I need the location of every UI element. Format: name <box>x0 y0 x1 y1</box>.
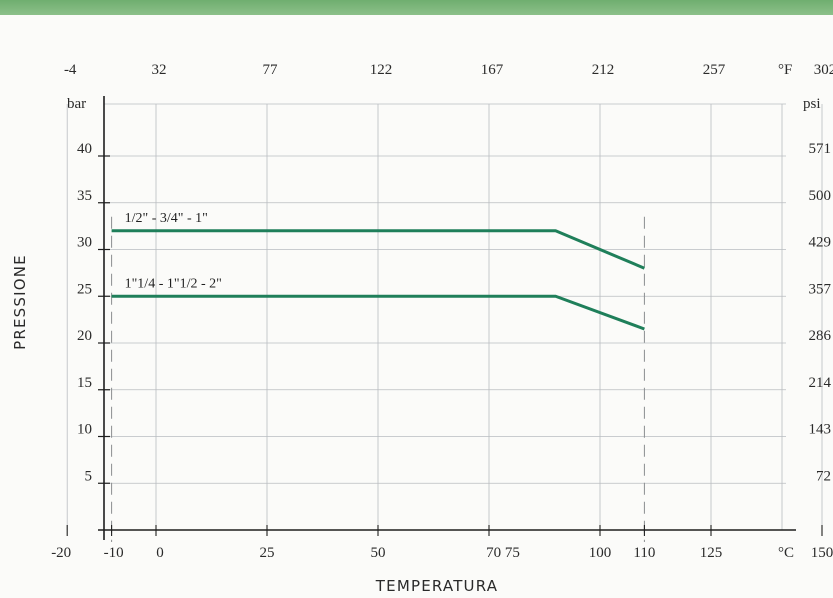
x-tick-label: 0 <box>156 545 164 561</box>
y-tick-label: 5 <box>85 468 93 484</box>
y-tick-label: 15 <box>77 375 92 391</box>
y-right-tick-label: 286 <box>809 328 832 344</box>
x-tick-label: -10 <box>104 545 124 561</box>
series-line <box>111 294 645 331</box>
x-top-tick-label: 122 <box>370 62 393 78</box>
grid <box>66 103 823 530</box>
y-axis-title: PRESSIONE <box>11 254 29 350</box>
limit-lines <box>111 216 645 542</box>
x-tick-label: 50 <box>371 545 386 561</box>
y-right-tick-label: 429 <box>809 235 832 251</box>
x-top-tick-label: -4 <box>64 62 77 78</box>
series-layer <box>111 229 645 331</box>
x-tick-label: 125 <box>700 545 723 561</box>
x-top-unit: °F <box>778 62 792 78</box>
top-band <box>0 0 833 15</box>
x-top-tick-label: 32 <box>152 62 167 78</box>
y-right-tick-label: 571 <box>809 141 832 157</box>
axes <box>66 96 823 540</box>
x-axis-title: TEMPERATURA <box>375 577 498 595</box>
y-tick-label: 10 <box>77 422 92 438</box>
y-unit-right: psi <box>803 96 821 112</box>
x-tick-label: 100 <box>589 545 612 561</box>
text-layer: bar psi °F °C TEMPERATURA PRESSIONE 5 10 1… <box>11 62 833 595</box>
x-tick-label: 110 <box>633 545 655 561</box>
x-tick-label: 150 <box>811 545 833 561</box>
series-label: 1/2" - 3/4" - 1" <box>125 211 208 226</box>
x-unit: °C <box>778 545 794 561</box>
y-right-tick-label: 357 <box>809 281 832 297</box>
y-tick-label: 30 <box>77 235 92 251</box>
y-right-tick-label: 214 <box>809 375 832 391</box>
x-tick-label: -20 <box>51 545 71 561</box>
x-top-tick-label: 302 <box>814 62 833 78</box>
x-tick-label: 25 <box>260 545 275 561</box>
y-unit-left: bar <box>67 96 86 112</box>
y-tick-label: 20 <box>77 328 92 344</box>
y-tick-label: 40 <box>77 141 92 157</box>
y-right-tick-label: 143 <box>809 422 832 438</box>
x-top-tick-label: 257 <box>703 62 726 78</box>
y-tick-label: 35 <box>77 188 92 204</box>
series-label: 1"1/4 - 1"1/2 - 2" <box>125 276 222 291</box>
x-tick-label: 70 75 <box>486 545 520 561</box>
series-line <box>111 229 645 270</box>
y-tick-label: 25 <box>77 281 92 297</box>
x-top-tick-label: 77 <box>263 62 279 78</box>
y-right-tick-label: 500 <box>809 188 832 204</box>
x-top-tick-label: 212 <box>592 62 615 78</box>
y-right-tick-label: 72 <box>816 468 831 484</box>
x-top-tick-label: 167 <box>481 62 504 78</box>
